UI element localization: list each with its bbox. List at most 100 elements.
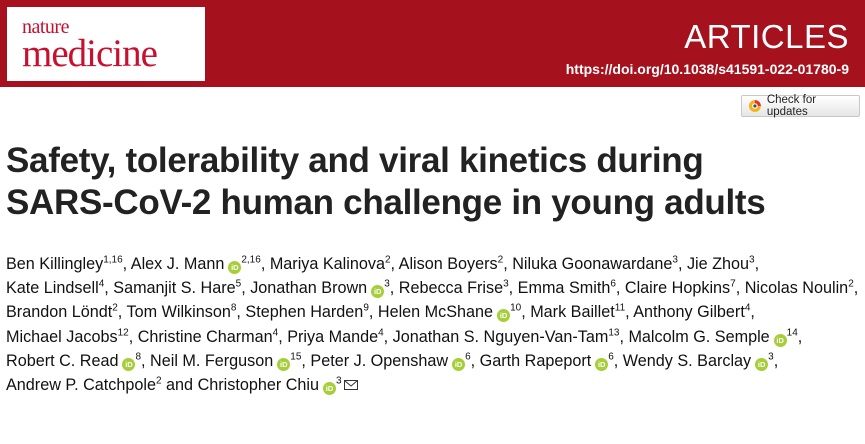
author-entry: Emma Smith6, <box>517 278 621 298</box>
author-name[interactable]: Mariya Kalinova <box>269 255 385 273</box>
author-name[interactable]: Niluka Goonawardane <box>512 255 673 273</box>
author-name[interactable]: Robert C. Read <box>6 351 119 370</box>
author-name[interactable]: Tom Wilkinson <box>126 303 231 322</box>
author-affiliation[interactable]: 1,16 <box>103 254 123 266</box>
author-name[interactable]: Emma Smith <box>517 279 611 298</box>
author-entry: Jonathan S. Nguyen-Van-Tam13, <box>392 327 624 346</box>
author-name[interactable]: Andrew P. Catchpole <box>6 376 156 395</box>
author-name[interactable]: Christopher Chiu <box>197 376 320 395</box>
author-name[interactable]: Alison Boyers <box>398 255 498 273</box>
author-entry: Jonathan Brown iD3, <box>250 278 395 299</box>
author-entry: Alison Boyers2, <box>398 254 508 273</box>
author-affiliation[interactable]: 3 <box>749 254 755 266</box>
email-icon[interactable] <box>343 380 358 391</box>
author-entry: Michael Jacobs12, <box>6 327 134 346</box>
author-name[interactable]: Peter J. Openshaw <box>310 351 449 370</box>
logo-word-nature: nature <box>22 16 69 38</box>
author-name[interactable]: Mark Baillet <box>530 303 615 322</box>
author-entry: Priya Mande4, <box>287 327 389 346</box>
author-affiliation[interactable]: 10 <box>510 303 522 315</box>
orcid-icon[interactable]: iD <box>452 357 466 371</box>
author-affiliation[interactable]: 4 <box>744 303 751 315</box>
author-affiliation[interactable]: 8 <box>230 303 237 315</box>
orcid-icon[interactable]: iD <box>277 357 291 371</box>
author-affiliation[interactable]: 2 <box>848 278 854 290</box>
author-affiliation[interactable]: 8 <box>135 351 142 363</box>
orcid-icon[interactable]: iD <box>755 357 769 371</box>
author-entry: Claire Hopkins7, <box>624 278 741 298</box>
section-label: ARTICLES <box>684 18 849 55</box>
author-name[interactable]: Helen McShane <box>377 303 494 322</box>
author-name[interactable]: Ben Killingley <box>6 255 104 273</box>
author-affiliation[interactable]: 6 <box>608 351 614 363</box>
orcid-icon[interactable]: iD <box>323 382 337 396</box>
author-name[interactable]: Jie Zhou <box>686 255 750 273</box>
author-name[interactable]: Wendy S. Barclay <box>622 351 752 370</box>
author-entry: Wendy S. Barclay iD3, <box>622 351 779 371</box>
author-affiliation[interactable]: 3 <box>336 375 342 387</box>
orcid-icon[interactable]: iD <box>595 357 609 371</box>
check-for-updates-button[interactable]: Check for updates <box>741 94 860 118</box>
orcid-icon[interactable]: iD <box>122 357 136 371</box>
author-name[interactable]: Jonathan S. Nguyen-Van-Tam <box>392 327 609 346</box>
author-affiliation[interactable]: 4 <box>378 327 384 339</box>
author-entry: Malcolm G. Semple iD14, <box>628 327 803 347</box>
author-affiliation[interactable]: 7 <box>730 278 736 290</box>
author-entry: Andrew P. Catchpole2 <box>6 376 162 394</box>
author-entry: Peter J. Openshaw iD6, <box>310 351 476 371</box>
author-affiliation[interactable]: 15 <box>290 351 302 363</box>
author-affiliation[interactable]: 13 <box>608 327 620 339</box>
author-list: Ben Killingley1,16, Alex J. Mann iD2,16, … <box>6 252 861 397</box>
author-affiliation[interactable]: 2 <box>497 254 504 266</box>
author-affiliation[interactable]: 4 <box>98 278 105 290</box>
author-affiliation[interactable]: 6 <box>610 278 616 290</box>
author-name[interactable]: Jonathan Brown <box>250 279 368 298</box>
author-affiliation[interactable]: 2 <box>155 375 162 387</box>
author-name[interactable]: Neil M. Ferguson <box>150 351 274 370</box>
title-line-2: SARS-CoV-2 human challenge in young adul… <box>6 183 766 222</box>
author-affiliation[interactable]: 9 <box>363 303 369 315</box>
author-name[interactable]: Anthony Gilbert <box>633 303 745 322</box>
author-name[interactable]: Brandon Löndt <box>6 303 113 322</box>
author-affiliation[interactable]: 12 <box>117 327 129 339</box>
author-name[interactable]: Alex J. Mann <box>130 255 225 273</box>
author-affiliation[interactable]: 4 <box>272 327 279 339</box>
author-affiliation[interactable]: 2,16 <box>241 254 261 266</box>
orcid-icon[interactable]: iD <box>497 309 511 323</box>
orcid-icon[interactable]: iD <box>228 261 242 274</box>
author-entry: Anthony Gilbert4, <box>633 303 755 322</box>
author-affiliation[interactable]: 3 <box>503 278 509 290</box>
author-name[interactable]: Claire Hopkins <box>624 279 731 298</box>
author-affiliation[interactable]: 3 <box>672 254 678 266</box>
author-name[interactable]: Garth Rapeport <box>479 351 592 370</box>
author-entry: Niluka Goonawardane3, <box>512 254 683 273</box>
author-name[interactable]: Kate Lindsell <box>6 279 99 298</box>
author-name[interactable]: Samanjit S. Hare <box>113 279 236 298</box>
orcid-icon[interactable]: iD <box>773 333 787 347</box>
author-affiliation[interactable]: 5 <box>235 278 242 290</box>
author-entry: Stephen Harden9, <box>245 303 374 322</box>
author-joiner: and <box>166 376 194 395</box>
author-affiliation[interactable]: 11 <box>614 303 626 315</box>
author-name[interactable]: Stephen Harden <box>245 303 364 322</box>
author-name[interactable]: Malcolm G. Semple <box>628 327 770 346</box>
author-entry: Rebecca Frise3, <box>398 278 514 298</box>
author-name[interactable]: Christine Charman <box>137 327 273 346</box>
author-name[interactable]: Nicolas Noulin <box>744 279 849 298</box>
author-affiliation[interactable]: 3 <box>384 278 390 290</box>
author-affiliation[interactable]: 6 <box>465 351 471 363</box>
title-line-1: Safety, tolerability and viral kinetics … <box>6 141 704 180</box>
orcid-icon[interactable]: iD <box>371 285 385 299</box>
author-affiliation[interactable]: 2 <box>384 254 391 266</box>
author-name[interactable]: Priya Mande <box>287 327 379 346</box>
author-entry: Alex J. Mann iD2,16, <box>130 254 266 274</box>
author-name[interactable]: Michael Jacobs <box>6 327 118 346</box>
author-affiliation[interactable]: 3 <box>768 351 774 363</box>
check-updates-icon <box>748 100 761 112</box>
check-updates-label: Check for updates <box>766 94 817 118</box>
author-affiliation[interactable]: 2 <box>112 303 118 315</box>
author-name[interactable]: Rebecca Frise <box>398 279 504 298</box>
doi-link[interactable]: https://doi.org/10.1038/s41591-022-01780… <box>565 61 849 77</box>
journal-logo[interactable]: nature medicine <box>7 7 205 81</box>
author-affiliation[interactable]: 14 <box>786 327 798 339</box>
